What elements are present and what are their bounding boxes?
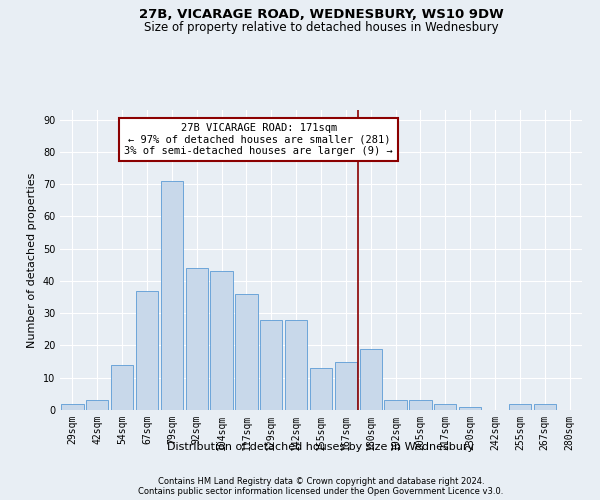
Bar — [409, 400, 431, 410]
Bar — [136, 290, 158, 410]
Bar — [359, 348, 382, 410]
Bar — [335, 362, 357, 410]
Text: Size of property relative to detached houses in Wednesbury: Size of property relative to detached ho… — [143, 21, 499, 34]
Text: Distribution of detached houses by size in Wednesbury: Distribution of detached houses by size … — [167, 442, 475, 452]
Y-axis label: Number of detached properties: Number of detached properties — [27, 172, 37, 348]
Bar — [509, 404, 531, 410]
Bar — [161, 181, 183, 410]
Bar — [434, 404, 457, 410]
Bar — [459, 407, 481, 410]
Bar — [211, 272, 233, 410]
Text: 27B, VICARAGE ROAD, WEDNESBURY, WS10 9DW: 27B, VICARAGE ROAD, WEDNESBURY, WS10 9DW — [139, 8, 503, 20]
Bar — [235, 294, 257, 410]
Text: Contains public sector information licensed under the Open Government Licence v3: Contains public sector information licen… — [139, 488, 503, 496]
Bar — [260, 320, 283, 410]
Text: 27B VICARAGE ROAD: 171sqm
← 97% of detached houses are smaller (281)
3% of semi-: 27B VICARAGE ROAD: 171sqm ← 97% of detac… — [124, 123, 393, 156]
Bar — [86, 400, 109, 410]
Bar — [185, 268, 208, 410]
Text: Contains HM Land Registry data © Crown copyright and database right 2024.: Contains HM Land Registry data © Crown c… — [158, 478, 484, 486]
Bar — [61, 404, 83, 410]
Bar — [285, 320, 307, 410]
Bar — [310, 368, 332, 410]
Bar — [385, 400, 407, 410]
Bar — [533, 404, 556, 410]
Bar — [111, 365, 133, 410]
